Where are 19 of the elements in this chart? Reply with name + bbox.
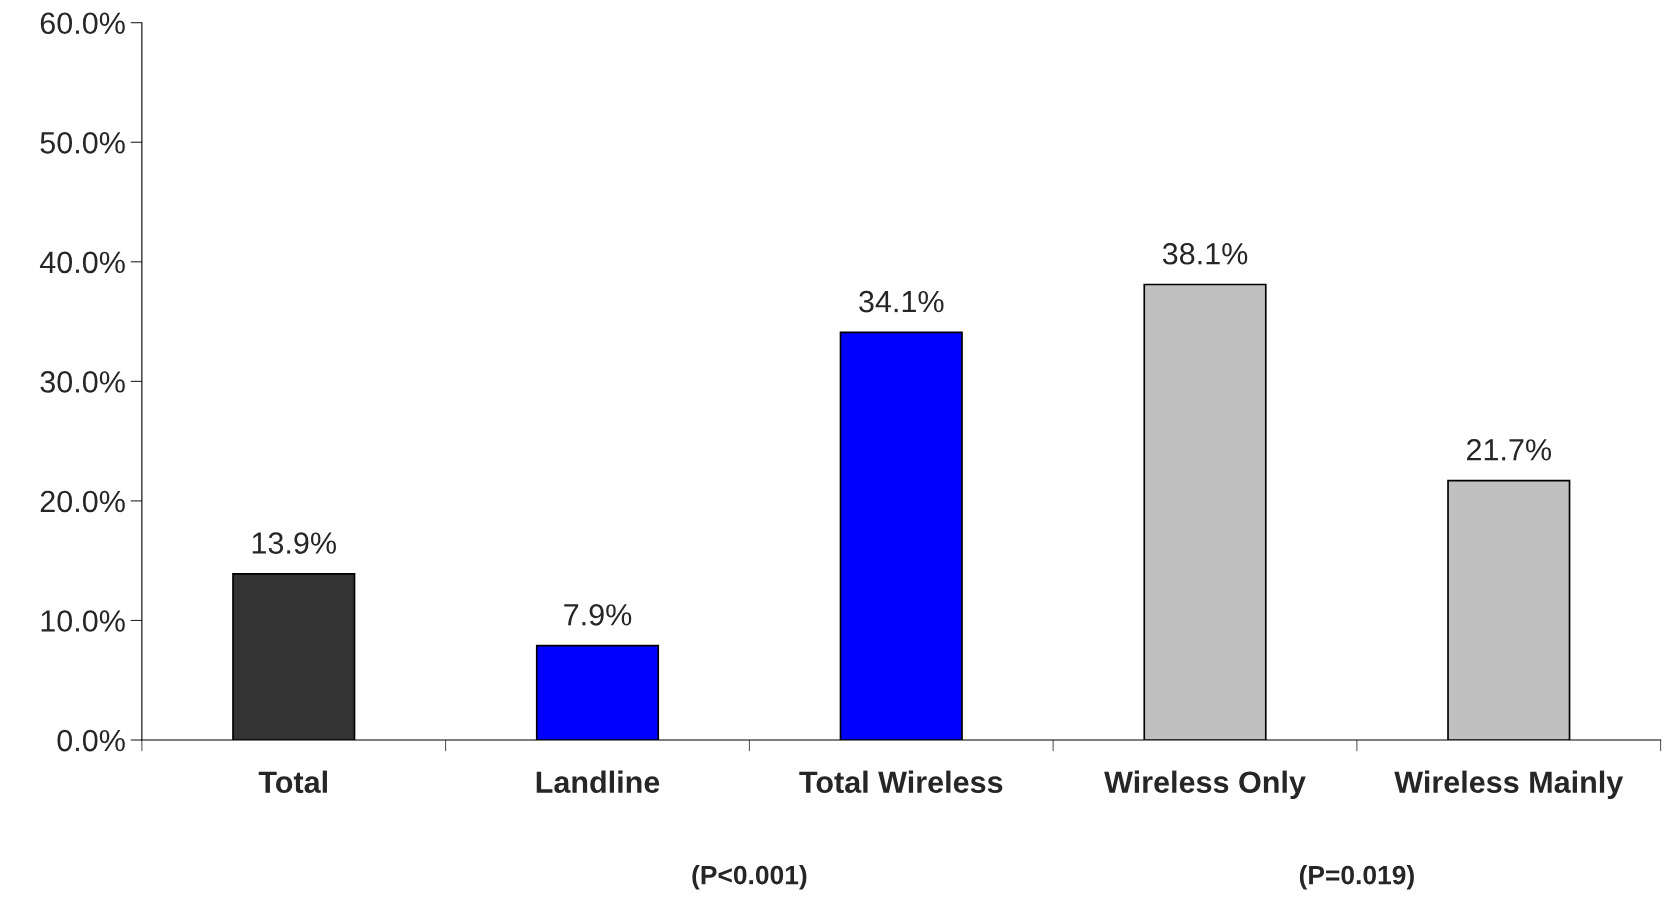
data-label: 21.7% — [1467, 439, 1552, 461]
y-tick-label: 50.0% — [40, 131, 125, 154]
x-tick-label: Wireless Only — [1104, 770, 1306, 800]
data-label: 38.1% — [1162, 242, 1248, 265]
data-label: 13.9% — [252, 532, 336, 554]
x-tick-label: Total — [258, 770, 327, 794]
y-tick-label: 30.0% — [40, 371, 125, 393]
x-tick-label: Landline — [536, 770, 660, 794]
y-tick-label: 60.0% — [40, 12, 125, 35]
y-tick-label: 20.0% — [40, 490, 125, 513]
y-tick-label: 0.0% — [57, 729, 125, 752]
y-tick-label: 10.0% — [41, 610, 125, 632]
x-tick-label: Total Wireless — [799, 770, 1003, 794]
text: (P=0.019) — [1299, 865, 1414, 890]
data-label: 7.9% — [564, 604, 632, 626]
data-label: 34.1% — [859, 290, 944, 313]
y-tick-label: 40.0% — [39, 251, 125, 274]
x-tick-label: Wireless Mainly — [1394, 770, 1624, 800]
text: (P<0.001) — [692, 865, 807, 890]
